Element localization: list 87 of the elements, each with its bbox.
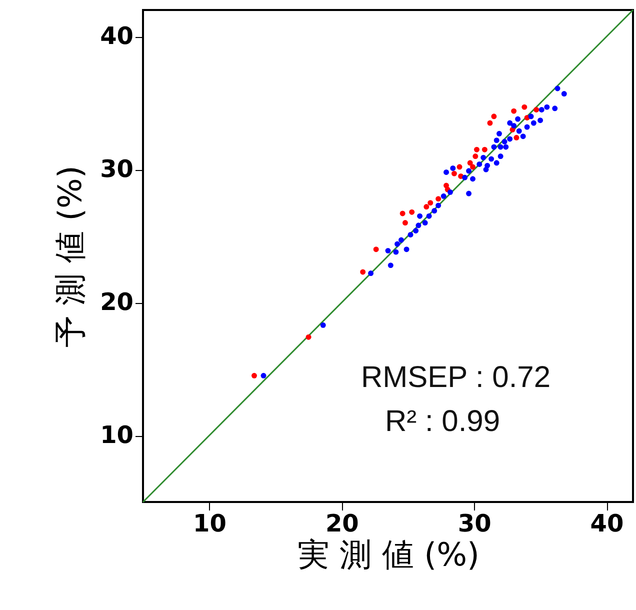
point (467, 160, 473, 166)
point (507, 120, 513, 126)
point (394, 241, 400, 247)
point (480, 154, 486, 160)
point (484, 162, 490, 168)
point (544, 104, 550, 110)
point (470, 164, 476, 170)
point (450, 166, 456, 171)
point (488, 156, 494, 162)
point (516, 128, 522, 134)
point (413, 228, 419, 234)
y-tick-label: 20 (100, 288, 134, 316)
point (514, 134, 520, 140)
point (491, 114, 497, 120)
point (417, 213, 423, 219)
point (530, 120, 536, 126)
point (511, 108, 517, 114)
point (426, 213, 432, 219)
point (436, 196, 442, 202)
point (306, 334, 312, 340)
point (494, 160, 500, 166)
point (466, 190, 472, 196)
point (503, 144, 509, 150)
point (385, 248, 391, 254)
point (422, 220, 428, 226)
x-tick-label: 10 (193, 510, 226, 538)
point (393, 249, 399, 255)
point (260, 372, 266, 378)
point (400, 210, 406, 216)
point (402, 220, 408, 226)
point (552, 106, 558, 112)
point (373, 246, 379, 252)
point (538, 106, 544, 112)
point (491, 144, 497, 150)
point (444, 169, 450, 175)
point (561, 91, 567, 97)
point (466, 168, 472, 174)
point (534, 106, 540, 112)
point (524, 124, 530, 130)
point (448, 189, 453, 195)
y-tick-label: 30 (100, 155, 134, 184)
point (482, 146, 488, 152)
point (498, 154, 504, 160)
point (515, 116, 521, 122)
point (554, 86, 560, 92)
point (436, 202, 442, 208)
x-tick-label: 40 (590, 510, 624, 538)
point (416, 222, 422, 228)
x-tick-label: 20 (325, 510, 359, 538)
point (252, 372, 257, 378)
y-axis-title: 予 測 値 (%) (51, 166, 90, 348)
point (462, 174, 468, 180)
point (474, 146, 480, 152)
y-tick-label: 10 (100, 421, 134, 450)
point (424, 204, 430, 210)
point (432, 208, 438, 214)
y-tick-label: 40 (100, 22, 134, 50)
point (398, 237, 404, 243)
point (502, 138, 508, 144)
point (498, 144, 504, 150)
point (520, 134, 526, 140)
point (507, 136, 513, 142)
point (368, 270, 374, 276)
point (428, 200, 434, 206)
point (496, 130, 502, 136)
point (494, 138, 500, 144)
point (511, 122, 517, 128)
point (388, 262, 394, 268)
point (522, 104, 528, 110)
point (404, 246, 410, 252)
point (487, 120, 493, 126)
point (408, 232, 414, 238)
point (528, 114, 534, 120)
point (409, 209, 415, 215)
point (440, 193, 446, 199)
x-tick-label: 30 (458, 510, 492, 538)
annotation: R² : 0.99 (385, 405, 500, 438)
point (472, 154, 478, 160)
point (451, 170, 457, 176)
annotation: RMSEP : 0.72 (361, 361, 551, 394)
point (360, 269, 366, 275)
point (320, 322, 326, 328)
point (456, 164, 462, 170)
point (470, 176, 476, 182)
point (538, 118, 544, 124)
point (476, 162, 482, 167)
x-axis-title: 実 測 値 (%) (298, 536, 480, 574)
